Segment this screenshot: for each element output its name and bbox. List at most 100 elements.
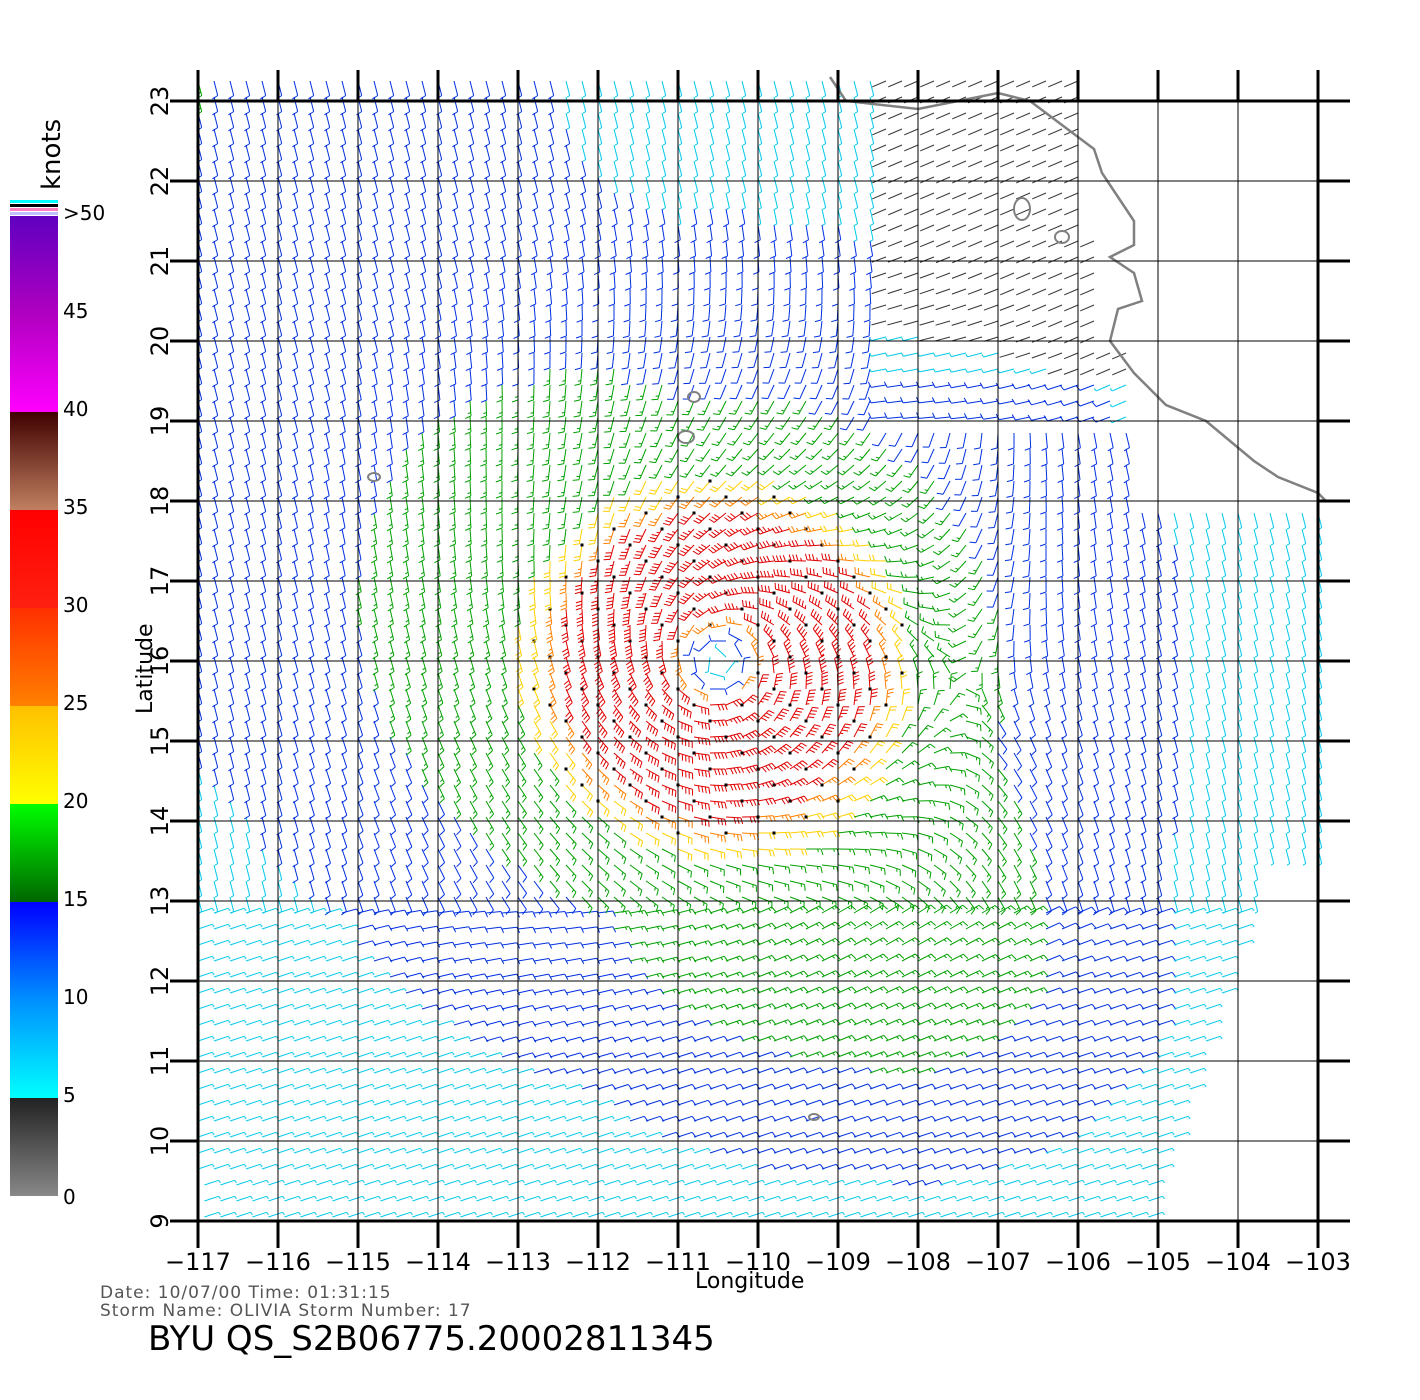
colorbar-tick-label: 35 [63,495,88,519]
wind-barb [508,1179,525,1186]
wind-barb [533,1163,551,1170]
rain-flag-marker [708,527,712,531]
rain-flag-marker [660,767,664,771]
wind-barb [645,1163,663,1170]
wind-barb [517,1147,535,1154]
wind-barb [1068,1211,1085,1218]
wind-barb [517,1083,535,1090]
wind-barb [437,1067,455,1074]
wind-barb [1132,1195,1149,1202]
wind-barb [572,1195,589,1202]
colorbar-tick-label: 15 [63,887,88,911]
wind-barb [268,1195,285,1202]
wind-barb [453,1163,471,1170]
wind-barb [684,1179,701,1186]
wind-barb [1084,1179,1101,1186]
wind-barb [277,1067,295,1074]
wind-barb [549,1115,567,1122]
rain-flag-marker [692,559,696,563]
wind-barb [892,1211,909,1218]
wind-barb [533,1083,551,1090]
wind-barb [940,1179,957,1186]
wind-barb [853,1067,873,1074]
wind-barb [764,1211,781,1218]
rain-flag-marker [644,703,648,707]
rain-flag-marker [820,591,824,595]
wind-barb [565,1099,583,1106]
wind-barb [396,1195,413,1202]
wind-barb [1100,1195,1117,1202]
wind-barb [613,1147,631,1154]
wind-barb [213,1067,231,1074]
wind-barb [780,1179,797,1186]
wind-barb [1100,1211,1117,1218]
wind-barb [1084,1211,1101,1218]
wind-barb [412,1195,429,1202]
colorbar-tick-label: 40 [63,397,88,421]
colorbar-tick-label: 20 [63,789,88,813]
wind-barb [389,1083,407,1090]
colorbar-cap-stripe [10,208,58,211]
wind-barb [229,1083,247,1090]
wind-barb [956,1195,973,1202]
rain-flag-marker [820,639,824,643]
wind-barb [453,1099,471,1106]
wind-barb [412,1211,429,1218]
rain-flag-marker [564,719,568,723]
wind-barb [373,1099,391,1106]
wind-barb [1077,1147,1095,1154]
wind-barb [213,1147,231,1154]
wind-barb [245,1083,263,1090]
wind-barb [885,1067,905,1074]
rain-flag-marker [740,511,744,515]
wind-barb [309,1115,327,1122]
wind-barb [565,1147,583,1154]
wind-barb [668,1195,685,1202]
wind-barb [1093,1163,1111,1170]
rain-flag-marker [804,575,808,579]
wind-barb [245,1099,263,1106]
wind-barb [1173,1067,1191,1074]
wind-barb [1109,1163,1127,1170]
wind-barb [645,1147,663,1154]
rain-flag-marker [900,671,904,675]
wind-barb [556,1195,573,1202]
rain-flag-marker [644,607,648,611]
rain-flag-marker [868,687,872,691]
wind-barb [565,1131,583,1138]
wind-barb [357,1115,375,1122]
colorbar-ramp [10,216,58,1196]
wind-barb [277,1099,295,1106]
wind-barb [300,1195,317,1202]
wind-barb [220,1211,237,1218]
wind-barb [309,1147,327,1154]
rain-flag-marker [724,783,728,787]
rain-flag-marker [724,543,728,547]
rain-flag-marker [884,655,888,659]
wind-barb [1173,1083,1191,1090]
wind-barb [460,1179,477,1186]
wind-barb [1189,1083,1207,1090]
wind-barb [453,1051,471,1058]
wind-barb [1173,1131,1191,1138]
wind-barb [620,1179,637,1186]
wind-barb [1004,1211,1021,1218]
rain-flag-marker [788,607,792,611]
wind-barb [293,1163,311,1170]
wind-barb [1077,1163,1095,1170]
y-tick-label: 11 [146,1046,174,1077]
wind-barb [1125,1115,1143,1122]
wind-barb [293,1147,311,1154]
wind-barb [533,1099,551,1106]
wind-barb [524,1195,541,1202]
wind-barb [293,1099,311,1106]
wind-barb [412,1179,429,1186]
wind-barb [556,1179,573,1186]
wind-barb [988,1211,1005,1218]
wind-barb [876,1179,893,1186]
wind-barb [405,1051,423,1058]
wind-barb [1157,1083,1175,1090]
wind-barb [597,1131,615,1138]
wind-barb [588,1179,605,1186]
wind-barb [549,1099,567,1106]
